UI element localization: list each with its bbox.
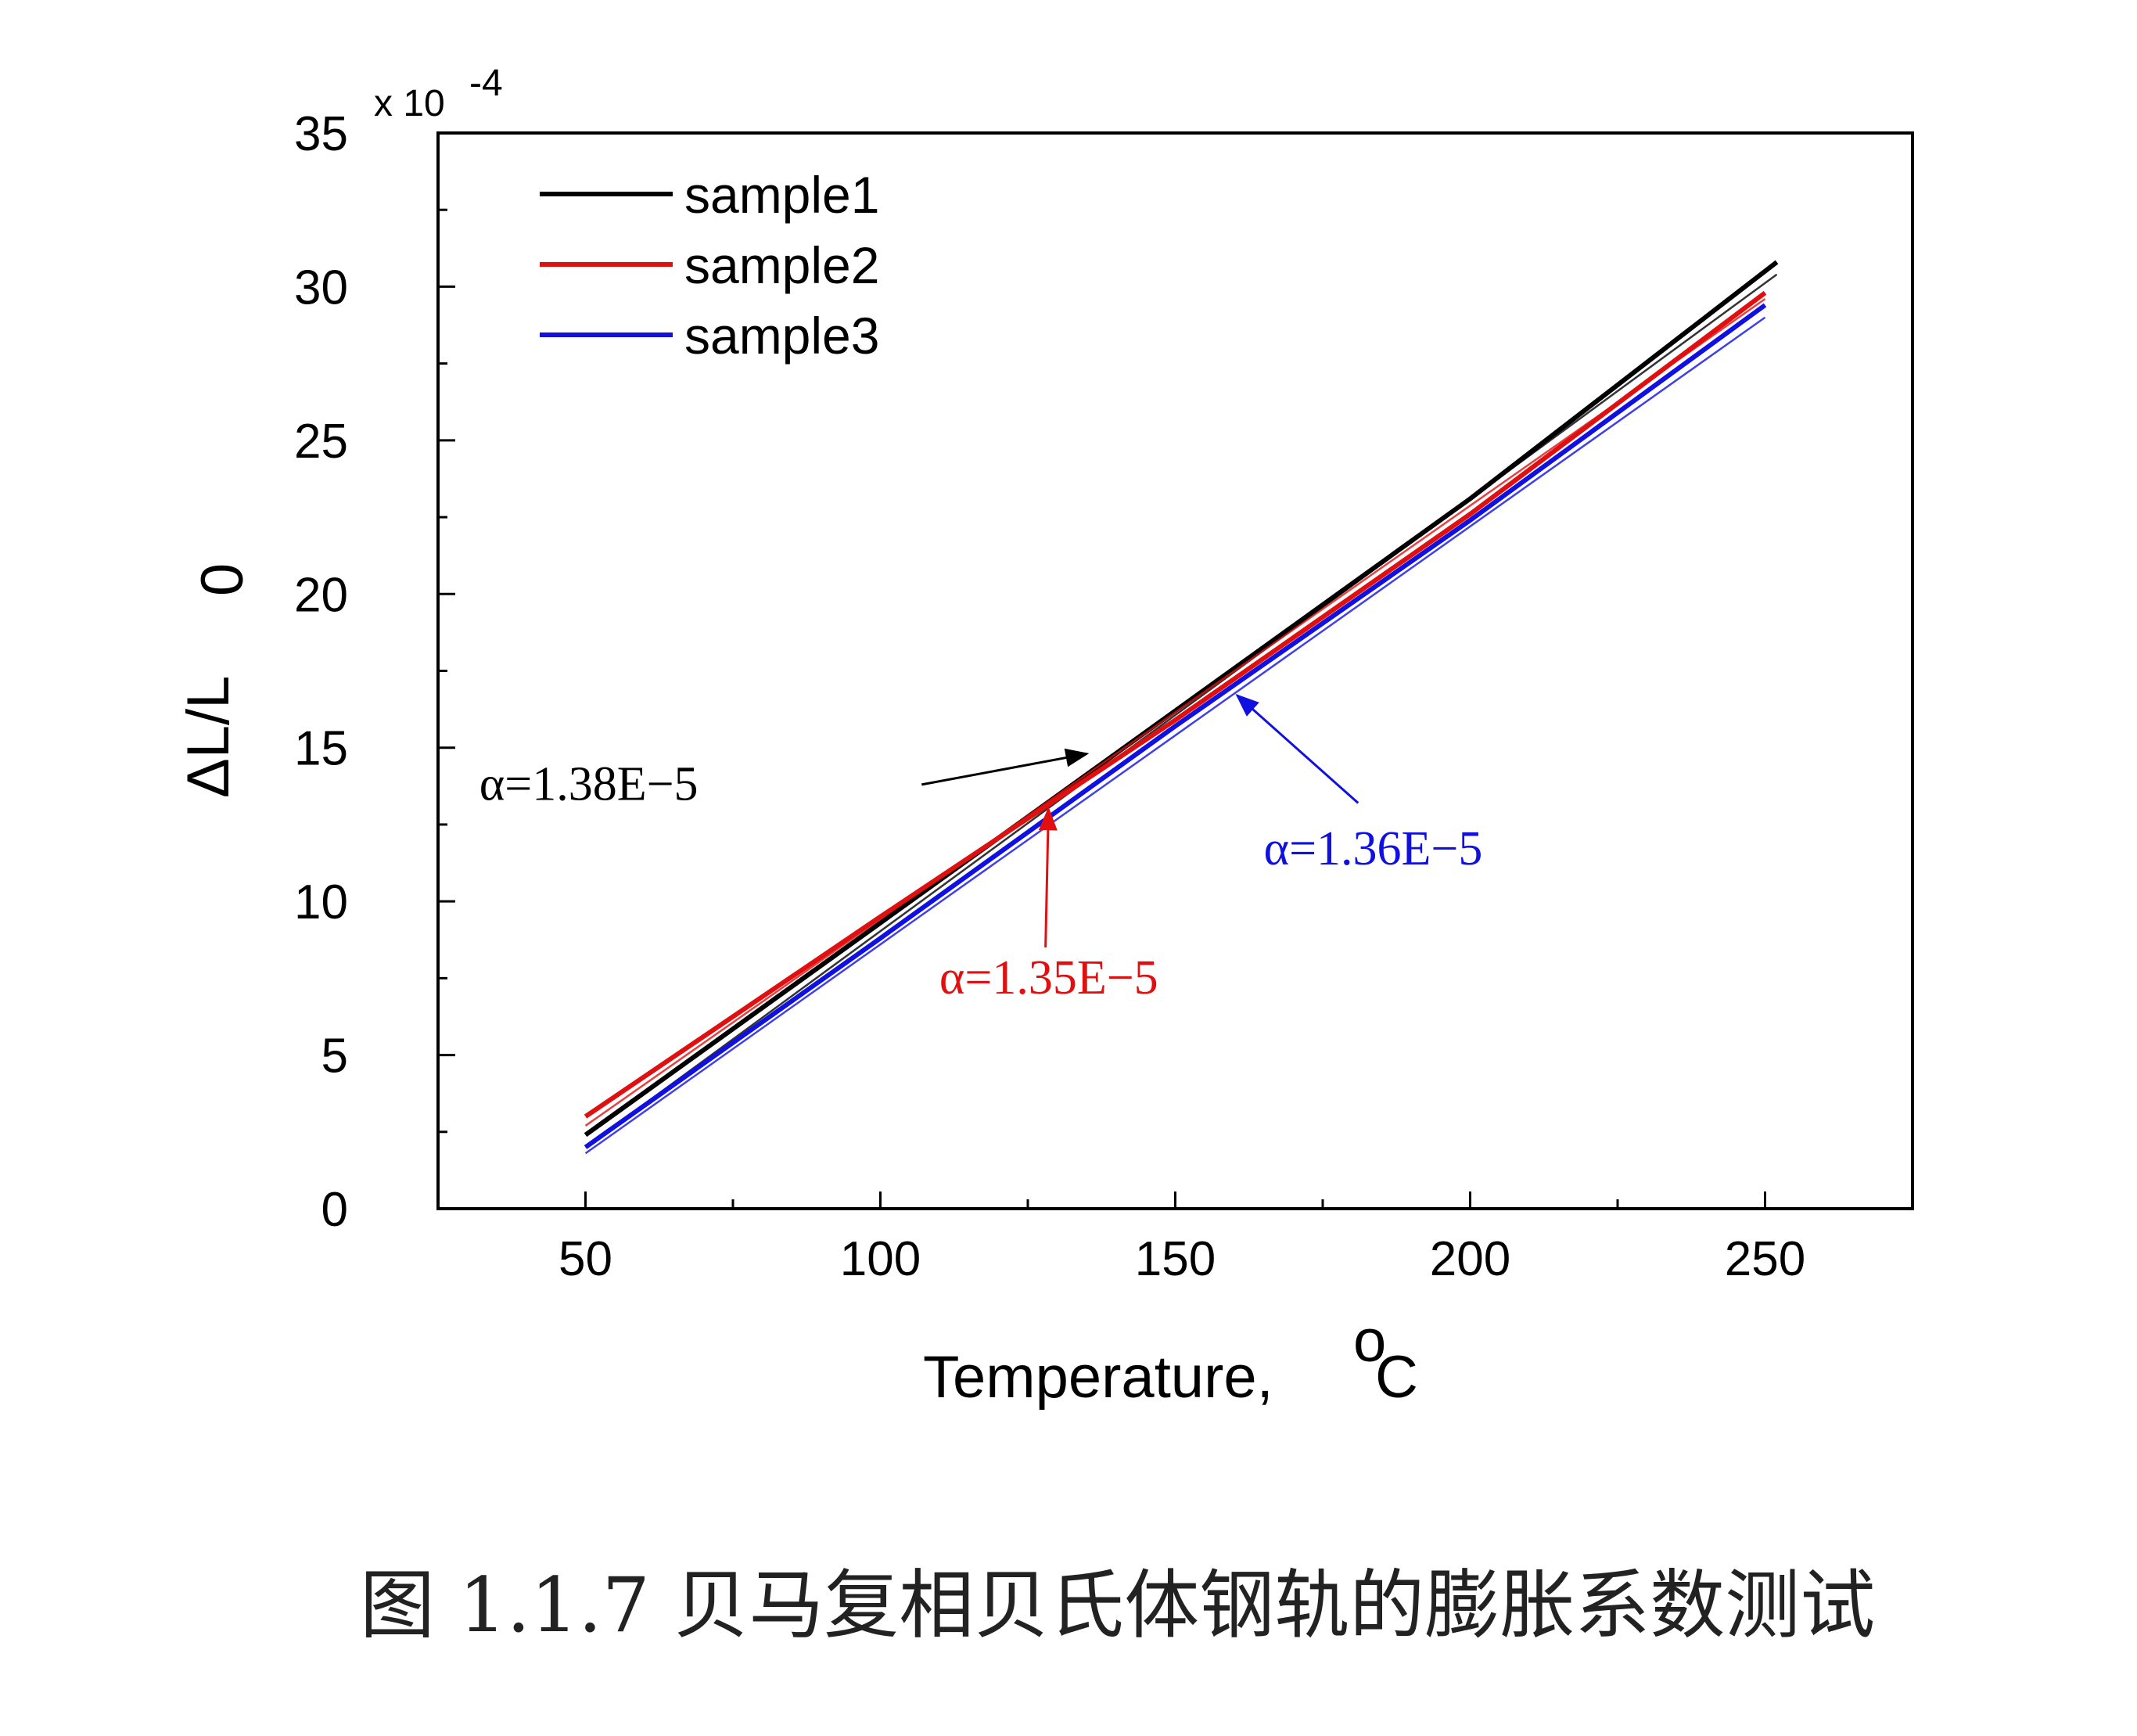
series-line-sample2 xyxy=(584,290,1767,1119)
plot-frame xyxy=(436,131,1914,1210)
x-axis-title: Temperature, xyxy=(923,1344,1273,1411)
x-tick-label: 150 xyxy=(1135,1232,1216,1286)
fit-line-sample3 xyxy=(584,316,1766,1155)
annotation-label: α=1.38E−5 xyxy=(479,758,699,811)
y-tick-label: 30 xyxy=(294,261,348,314)
annotation-label: α=1.36E−5 xyxy=(1264,822,1483,875)
series-lines xyxy=(584,260,1779,1155)
y-tick-label: 10 xyxy=(294,875,348,929)
legend-label-sample1: sample1 xyxy=(684,166,879,224)
x-axis-unit: C xyxy=(1375,1344,1418,1411)
series-line-sample1 xyxy=(584,260,1779,1138)
y-axis-title-subscript: 0 xyxy=(189,563,256,596)
y-tick-label: 15 xyxy=(294,722,348,776)
fit-line-sample2 xyxy=(584,298,1766,1127)
y-axis-title: ΔL/L xyxy=(175,676,242,798)
legend-label-sample2: sample2 xyxy=(684,236,879,294)
y-tick-label: 35 xyxy=(294,107,348,161)
legend-label-sample3: sample3 xyxy=(684,307,879,365)
y-tick-label: 25 xyxy=(294,415,348,469)
legend: sample1 sample2 sample3 xyxy=(540,166,879,365)
annotation-label: α=1.35E−5 xyxy=(939,951,1158,1005)
y-multiplier-exponent: -4 xyxy=(469,63,503,104)
y-tick-label: 5 xyxy=(321,1030,348,1084)
x-tick-label: 200 xyxy=(1430,1232,1510,1286)
annotations: α=1.38E−5 α=1.35E−5 α=1.36E−5 xyxy=(479,693,1483,1005)
annotation-arrow xyxy=(921,748,1090,786)
figure-caption: 图 1.1.7 贝马复相贝氏体钢轨的膨胀系数测试 xyxy=(360,1562,1875,1649)
y-tick-label: 20 xyxy=(294,568,348,622)
fit-line-sample1 xyxy=(584,273,1778,1148)
annotation-arrow xyxy=(1235,693,1359,804)
x-tick-label: 100 xyxy=(840,1232,921,1286)
axis-ticks: 50 100 150 200 250 0 5 10 15 20 25 30 35 xyxy=(294,107,1805,1286)
x-axis-unit-superscript: o xyxy=(1353,1308,1386,1375)
annotation-arrow xyxy=(1038,807,1058,948)
y-multiplier: x 10 xyxy=(374,83,445,124)
x-tick-label: 50 xyxy=(558,1232,612,1286)
y-tick-label: 0 xyxy=(321,1183,348,1237)
x-tick-label: 250 xyxy=(1725,1232,1805,1286)
series-line-sample3 xyxy=(584,303,1767,1149)
